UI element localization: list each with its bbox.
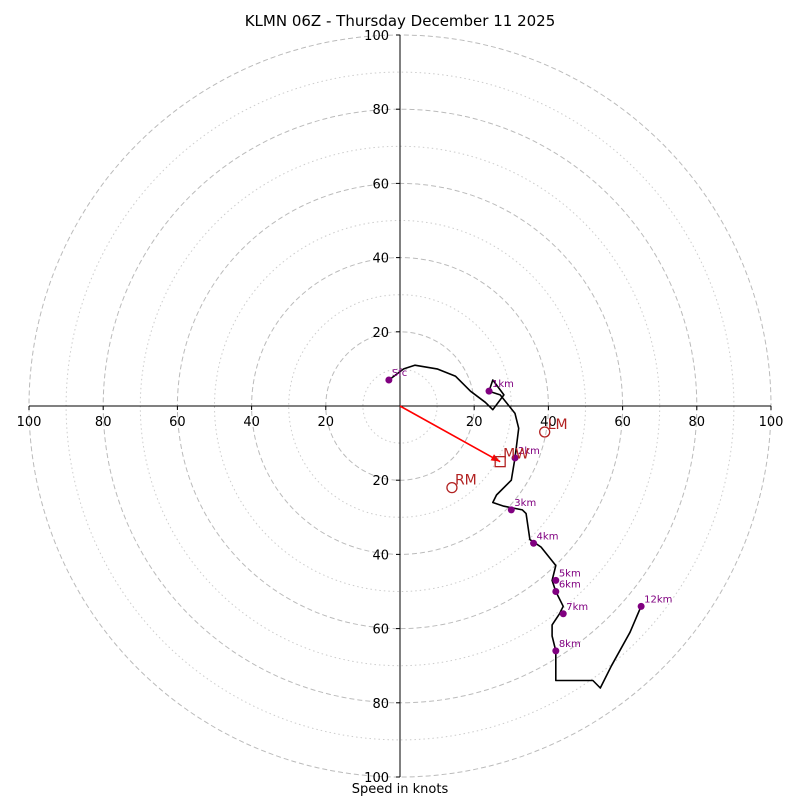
height-label-8km: 8km	[559, 639, 581, 650]
height-marker-8km	[552, 647, 560, 655]
hodograph-trace-group	[388, 364, 642, 689]
y-tick-label: 20	[372, 474, 389, 489]
height-marker-7km	[559, 610, 567, 618]
motion-label-RM: RM	[455, 473, 477, 489]
height-label-12km: 12km	[644, 594, 672, 605]
height-label-1km: 1km	[492, 379, 514, 390]
height-marker-2km	[511, 454, 519, 462]
height-marker-4km	[530, 539, 538, 547]
tick-labels: 20 20 20 20 40 40 40 40 60 60 60 60 80 80 80 80 100 100 10…	[17, 29, 784, 786]
height-marker-12km	[637, 602, 645, 610]
x-tick-label: 100	[17, 415, 42, 430]
height-label-6km: 6km	[559, 580, 581, 591]
x-tick-label: 40	[243, 415, 260, 430]
x-tick-label: 20	[466, 415, 483, 430]
x-tick-label: 60	[614, 415, 631, 430]
y-tick-label: 100	[364, 29, 389, 44]
height-marker-6km	[552, 588, 560, 595]
height-marker-Sfc	[385, 376, 393, 384]
y-tick-label: 60	[372, 623, 389, 638]
height-label-7km: 7km	[566, 602, 588, 613]
y-tick-label: 40	[372, 252, 389, 267]
height-marker-1km	[485, 387, 493, 395]
motion-marker-MW	[494, 455, 506, 468]
hodograph-trace	[388, 364, 642, 689]
height-label-Sfc: Sfc	[392, 368, 407, 379]
y-tick-label: 60	[372, 177, 389, 192]
motion-label-LM: LM	[548, 417, 568, 433]
x-tick-label: 60	[169, 415, 186, 430]
x-tick-label: 80	[689, 415, 706, 430]
motion-marker-LM	[539, 426, 551, 438]
y-tick-label: 40	[372, 548, 389, 563]
x-tick-label: 40	[540, 415, 557, 430]
y-tick-label: 100	[364, 771, 389, 786]
mean-wind-arrow-group	[399, 405, 501, 463]
height-label-5km: 5km	[559, 568, 581, 579]
x-tick-label: 100	[759, 415, 784, 430]
height-label-3km: 3km	[514, 498, 536, 509]
chart-title: KLMN 06Z - Thursday December 11 2025	[244, 12, 556, 30]
x-tick-label: 20	[318, 415, 335, 430]
motion-marker-RM	[446, 481, 458, 494]
y-tick-label: 80	[372, 103, 389, 118]
motion-label-MW: MW	[503, 447, 529, 463]
y-tick-label: 20	[372, 326, 389, 341]
x-axis-label: Speed in knots	[351, 782, 449, 797]
mean-wind-arrow	[399, 405, 501, 463]
storm-motion-markers: LM RM MW	[446, 417, 568, 494]
height-label-2km: 2km	[518, 446, 540, 457]
height-marker-5km	[552, 576, 560, 584]
height-label-4km: 4km	[537, 531, 559, 542]
height-marker-3km	[507, 506, 515, 514]
x-tick-label: 80	[95, 415, 112, 430]
y-tick-label: 80	[372, 697, 389, 712]
